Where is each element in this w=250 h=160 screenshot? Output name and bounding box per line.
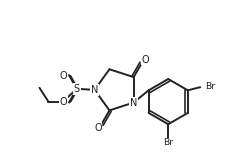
Text: Br: Br [163, 138, 173, 147]
Text: O: O [60, 97, 68, 107]
Text: N: N [91, 85, 98, 95]
Text: O: O [142, 55, 149, 65]
Text: S: S [74, 84, 80, 94]
Text: Br: Br [206, 82, 216, 91]
Text: O: O [60, 71, 68, 81]
Text: N: N [130, 98, 137, 108]
Text: O: O [94, 123, 102, 133]
